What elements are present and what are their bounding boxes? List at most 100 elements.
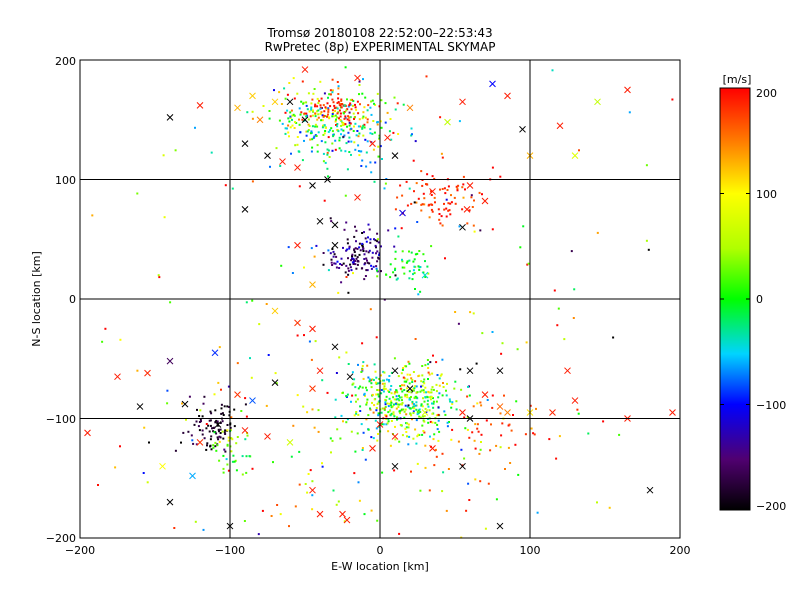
data-point	[464, 427, 467, 430]
data-point	[332, 133, 335, 136]
data-point	[486, 399, 489, 401]
data-point	[381, 423, 384, 426]
data-point	[421, 433, 424, 436]
data-point	[367, 104, 370, 107]
data-point	[346, 248, 349, 251]
data-point	[309, 469, 312, 472]
data-point	[323, 110, 326, 113]
data-point	[174, 449, 177, 452]
data-point	[455, 185, 458, 188]
data-point	[403, 365, 406, 368]
data-point	[389, 388, 392, 391]
data-point	[387, 405, 390, 408]
cross-marker	[331, 241, 339, 249]
data-point	[119, 445, 121, 448]
data-point	[397, 133, 400, 135]
data-point	[347, 131, 350, 134]
data-point	[508, 423, 511, 426]
data-point	[394, 227, 397, 230]
data-point	[358, 132, 361, 135]
data-point	[442, 471, 445, 474]
data-point	[223, 448, 226, 451]
data-point	[430, 208, 433, 211]
data-point	[169, 301, 172, 304]
data-point	[284, 132, 287, 135]
data-point	[369, 408, 372, 411]
data-point	[398, 532, 401, 535]
data-point	[404, 427, 407, 430]
data-point	[390, 406, 393, 409]
cross-marker	[549, 409, 556, 416]
chart-title: Tromsø 20180108 22:52:00–22:53:43	[266, 26, 492, 40]
data-point	[445, 198, 448, 201]
data-point	[385, 399, 388, 402]
data-point	[435, 390, 438, 393]
data-point	[311, 125, 314, 128]
data-point	[361, 386, 364, 389]
data-point	[402, 376, 405, 379]
data-point	[420, 170, 423, 173]
data-point	[268, 117, 271, 120]
data-point	[365, 389, 368, 392]
data-point	[410, 390, 413, 393]
data-point	[278, 119, 281, 122]
data-point	[384, 414, 387, 417]
y-tick-label: 100	[55, 174, 76, 187]
data-point	[309, 132, 312, 135]
data-point	[348, 247, 351, 250]
data-point	[430, 190, 433, 193]
data-point	[344, 115, 347, 118]
data-point	[413, 387, 416, 390]
data-point	[390, 392, 393, 395]
data-point	[406, 378, 409, 381]
data-point	[326, 115, 328, 118]
data-point	[428, 396, 431, 399]
data-point	[327, 116, 330, 119]
data-point	[439, 374, 442, 377]
data-point	[431, 203, 434, 206]
data-point	[365, 418, 368, 421]
data-point	[334, 110, 337, 112]
data-point	[368, 380, 371, 383]
data-point	[481, 332, 484, 335]
cross-marker	[309, 325, 316, 333]
data-point	[373, 363, 376, 366]
data-point	[274, 372, 277, 375]
data-point	[357, 150, 360, 152]
data-point	[321, 126, 324, 129]
data-point	[330, 220, 333, 223]
data-point	[346, 238, 349, 241]
data-point	[316, 144, 319, 147]
data-point	[330, 127, 333, 130]
cross-marker	[444, 118, 451, 126]
cross-marker	[309, 281, 316, 289]
data-point	[371, 378, 374, 381]
data-point	[424, 386, 427, 389]
cross-marker	[159, 462, 166, 470]
data-point	[432, 406, 435, 409]
data-point	[363, 253, 366, 256]
data-point	[335, 255, 338, 258]
cross-marker	[264, 433, 271, 440]
data-point	[283, 87, 286, 90]
data-point	[359, 249, 362, 252]
data-point	[381, 471, 384, 474]
cross-marker	[339, 510, 346, 518]
data-point	[333, 262, 336, 265]
data-point	[329, 437, 332, 440]
data-point	[258, 323, 261, 326]
data-point	[460, 388, 463, 391]
data-point	[414, 385, 417, 388]
data-point	[328, 93, 331, 96]
data-point	[262, 105, 265, 107]
data-point	[354, 263, 357, 266]
data-point	[206, 442, 209, 445]
data-point	[429, 435, 431, 438]
data-point	[233, 425, 236, 428]
data-point	[362, 250, 365, 252]
data-point	[336, 116, 339, 119]
data-point	[351, 258, 353, 260]
data-point	[366, 259, 368, 262]
data-point	[484, 527, 487, 530]
data-point	[353, 141, 356, 144]
